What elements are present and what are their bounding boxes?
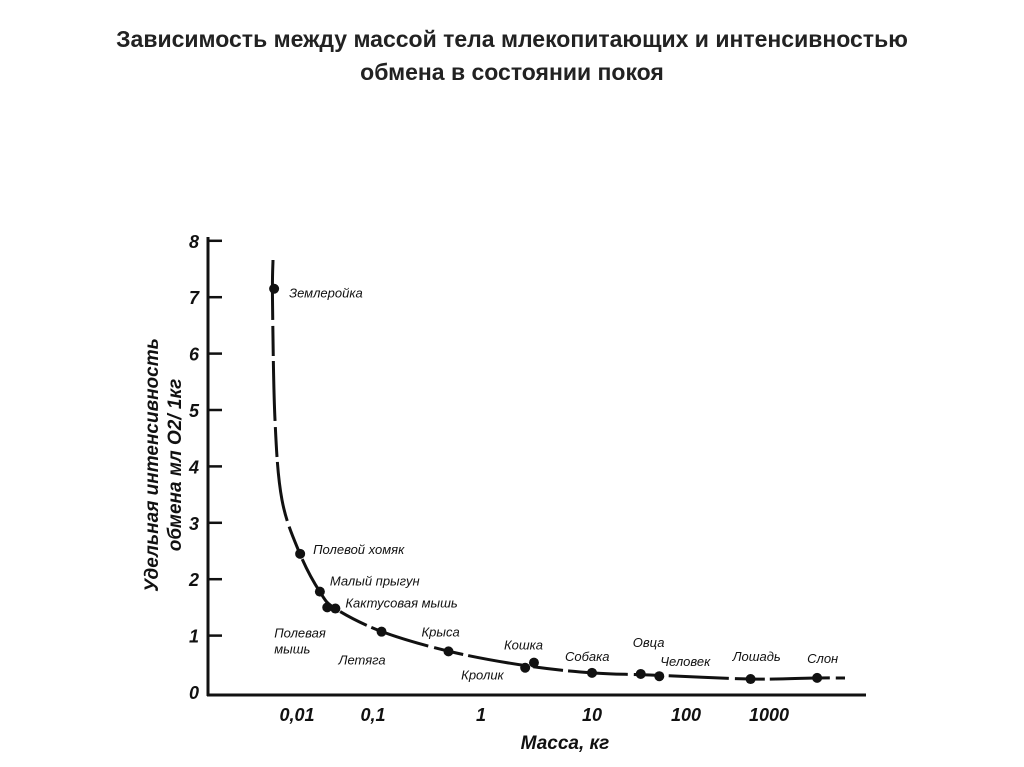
data-point (528, 657, 539, 668)
y-tick-label: 0 (189, 683, 199, 703)
data-point (269, 283, 280, 294)
chart-title-line2: обмена в состоянии покоя (360, 59, 664, 85)
point-label: мышь (274, 641, 310, 656)
point-label: Малый прыгун (330, 574, 420, 589)
x-tick-label: 0,01 (279, 705, 314, 725)
data-point (322, 602, 333, 613)
data-point (443, 646, 454, 657)
data-point (520, 662, 531, 673)
point-label: Землеройка (289, 286, 363, 301)
chart-title-line1: Зависимость между массой тела млекопитаю… (116, 26, 908, 52)
point-label: Кролик (461, 668, 504, 683)
x-tick-label: 1 (476, 705, 486, 725)
point-label: Овца (633, 635, 665, 650)
y-tick-label: 2 (188, 570, 199, 590)
data-point (376, 626, 387, 637)
data-point (635, 668, 646, 679)
data-point (587, 667, 597, 678)
point-label: Собака (565, 649, 610, 664)
y-tick-label: 6 (189, 345, 200, 365)
y-tick-label: 5 (189, 401, 200, 421)
point-label: Летяга (338, 653, 386, 668)
data-point (295, 548, 306, 559)
data-point (314, 586, 325, 597)
point-label: Лошадь (732, 649, 781, 664)
y-tick-label: 3 (189, 514, 199, 534)
x-tick-label: 100 (671, 705, 701, 725)
data-point (330, 603, 341, 614)
data-point (654, 671, 665, 682)
y-axis-label-line1: Удельная интенсивность (142, 338, 163, 592)
y-tick-label: 4 (188, 457, 199, 477)
data-point (745, 674, 756, 685)
x-tick-label: 1000 (749, 705, 789, 725)
x-tick-label: 0,1 (360, 705, 385, 725)
point-label: Кактусовая мышь (345, 596, 458, 611)
x-tick-label: 10 (582, 705, 602, 725)
point-label: Крыса (421, 624, 459, 639)
point-label: Человек (660, 654, 711, 669)
y-tick-label: 1 (189, 627, 199, 647)
y-axis-label-line2: обмена мл О2/ 1кг (165, 379, 186, 551)
data-point (812, 672, 823, 683)
point-label: Полевой хомяк (313, 542, 405, 557)
x-axis-label: Масса, кг (521, 733, 610, 754)
point-label: Полевая (274, 625, 326, 640)
point-label: Кошка (504, 638, 543, 653)
fitted-curve (270, 259, 846, 681)
y-tick-label: 7 (189, 288, 200, 308)
y-tick-label: 8 (189, 232, 199, 252)
point-label: Слон (807, 651, 838, 666)
